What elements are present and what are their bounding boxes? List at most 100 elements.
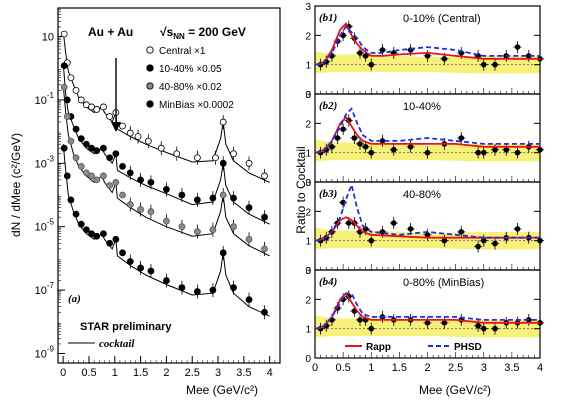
data-point — [261, 308, 268, 316]
experiment-label: STAR preliminary — [80, 321, 172, 333]
energy-label: √sNN = 200 GeV — [160, 25, 246, 41]
data-point — [147, 208, 155, 215]
ratio-data-point — [525, 53, 532, 59]
ratio-data-point — [537, 237, 543, 244]
ratio-data-point — [492, 61, 498, 68]
x-tick-label: 3.5 — [236, 367, 251, 379]
x-tick-label: 3 — [481, 362, 487, 374]
y-tick-label: 10-1 — [35, 91, 55, 107]
data-point — [100, 172, 107, 180]
data-point — [178, 223, 186, 231]
x-tick-label: 1.5 — [392, 362, 407, 374]
data-point — [72, 154, 80, 162]
ratio-data-point — [537, 146, 543, 153]
data-point — [119, 191, 126, 199]
ratio-data-point — [407, 226, 414, 232]
data-point — [144, 137, 152, 145]
panel-b-subpanels: 0 1 2 3 (b1) 0-10% (Central) 0 1 2 3 (b2) 10-40% 0 1 2… — [305, 2, 544, 365]
ratio-panel-label: (b3) — [319, 188, 337, 200]
ratio-subpanel: 0 1 2 3 (b1) 0-10% (Central) — [305, 2, 544, 101]
ratio-data-point — [407, 144, 414, 150]
data-point — [137, 176, 145, 184]
data-point — [126, 129, 134, 137]
ratio-data-point — [514, 149, 521, 156]
data-point — [157, 144, 165, 152]
x-tick-label: 0.5 — [335, 362, 350, 374]
data-point — [193, 288, 201, 295]
legend-marker — [146, 82, 154, 90]
data-point — [77, 162, 85, 170]
panel-a-y-ticks: 10-9 10-7 10-5 10-3 10-1 10 — [35, 9, 65, 360]
ratio-data-point — [492, 325, 498, 332]
ratio-data-point — [390, 146, 397, 153]
data-point — [60, 144, 68, 152]
data-point — [193, 196, 201, 204]
rapp-curve — [314, 22, 540, 66]
ratio-subpanel: 0 1 2 3 (b4) 0-80% (MinBias) — [305, 266, 544, 365]
panel-a: 10-9 10-7 10-5 10-3 10-1 10 0 0.5 1 1.5 2 2.5 3 3.5 4… — [9, 7, 281, 397]
data-point — [112, 178, 120, 186]
ratio-data-point — [424, 320, 431, 326]
data-point — [82, 140, 90, 148]
data-point — [77, 220, 85, 228]
ratio-data-point — [368, 61, 375, 68]
x-tick-label: 2.5 — [185, 367, 200, 379]
ratio-data-point — [503, 146, 510, 153]
data-point — [245, 296, 253, 304]
ratio-data-point — [492, 240, 498, 247]
data-point — [230, 223, 237, 231]
data-point — [245, 159, 253, 167]
data-point — [63, 96, 71, 104]
data-point — [245, 204, 253, 212]
energy-suffix: = 200 GeV — [185, 25, 246, 39]
ratio-data-point — [480, 149, 487, 156]
data-point — [163, 217, 170, 225]
y-tick-label: 1 — [305, 61, 311, 72]
legend-marker — [146, 64, 154, 72]
collision-system-label: Au + Au — [88, 25, 133, 39]
ratio-data-point — [441, 237, 448, 244]
ratio-data-point — [362, 53, 369, 59]
y-tick-label: 10-7 — [35, 281, 55, 297]
y-tick-label: 3 — [305, 2, 311, 13]
cocktail-legend-label: cocktail — [99, 338, 135, 350]
x-tick-label: 4 — [267, 367, 273, 379]
down-arrow-icon — [111, 122, 121, 132]
ratio-data-point — [329, 144, 335, 150]
ratio-data-point — [441, 320, 448, 326]
data-point — [137, 206, 145, 213]
data-point — [100, 230, 107, 238]
data-point — [106, 113, 114, 120]
data-point — [100, 103, 107, 111]
data-point — [219, 249, 227, 257]
data-point — [173, 150, 181, 158]
legend-marker — [146, 46, 154, 54]
legend-label: 40-80% ×0.02 — [159, 82, 222, 93]
data-point — [67, 137, 75, 145]
y-tick-label: 0 — [305, 354, 311, 365]
ratio-panel-title: 0-80% (MinBias) — [403, 277, 484, 289]
data-point — [72, 86, 80, 94]
ratio-data-point — [475, 149, 481, 156]
cocktail-curve — [62, 84, 270, 257]
ratio-data-point — [368, 149, 375, 156]
ratio-data-point — [334, 135, 341, 141]
y-tick-label: 10 — [42, 32, 54, 44]
data-point — [60, 83, 68, 91]
ratio-data-point — [458, 229, 465, 235]
ratio-panel-title: 40-80% — [403, 189, 441, 201]
data-point — [230, 194, 237, 202]
energy-subscript: NN — [173, 32, 185, 41]
data-point — [106, 182, 114, 189]
panel-b-legend: Rapp PHSD — [345, 342, 482, 353]
data-point — [163, 186, 170, 193]
panel-a-y-axis-label: dN / dMee (c²/GeV) — [9, 133, 23, 237]
ratio-data-point — [480, 61, 487, 68]
panel-a-legend: Central ×1 10-40% ×0.05 40-80% ×0.02 MinBia… — [146, 46, 234, 111]
panel-b-y-axis-label: Ratio to Cocktail — [294, 146, 308, 233]
panel-a-label: (a) — [68, 293, 81, 305]
ratio-data-point — [441, 56, 448, 62]
legend-label: Central ×1 — [159, 46, 206, 57]
ratio-data-point — [368, 237, 375, 244]
